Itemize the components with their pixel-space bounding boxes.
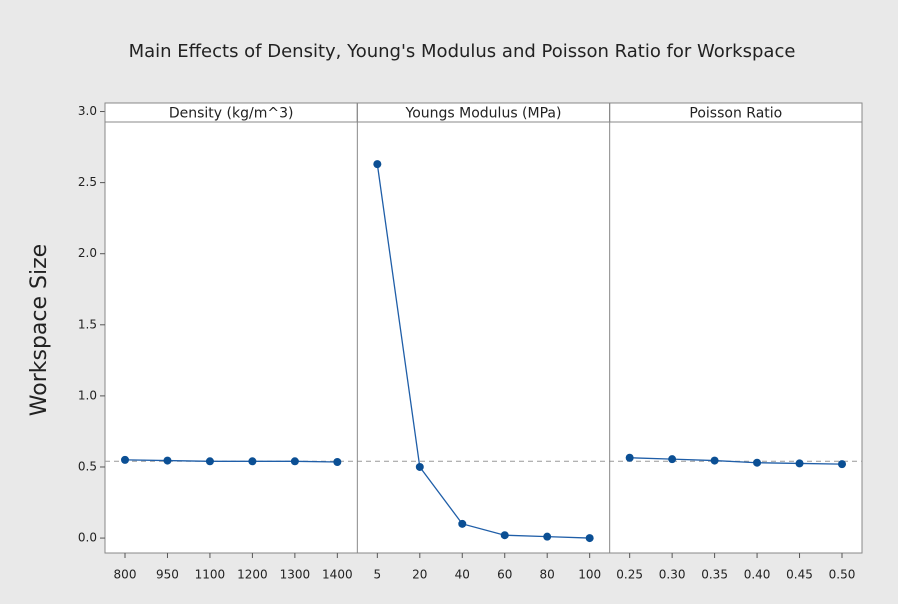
data-point xyxy=(710,456,719,465)
data-point xyxy=(290,457,299,466)
data-point xyxy=(415,462,424,471)
x-tick-label: 0.50 xyxy=(829,568,856,582)
data-point xyxy=(121,455,129,464)
data-point xyxy=(205,457,214,466)
panel-title: Density (kg/m^3) xyxy=(169,106,294,122)
y-axis-label: Workspace Size xyxy=(27,244,52,416)
data-point xyxy=(795,459,804,468)
y-tick-label: 0.5 xyxy=(78,459,97,473)
panel-title: Poisson Ratio xyxy=(689,106,782,122)
data-point xyxy=(333,458,342,467)
x-tick-label: 1300 xyxy=(280,568,311,582)
x-tick-label: 0.45 xyxy=(786,568,813,582)
data-point xyxy=(458,519,467,528)
series-line xyxy=(629,457,843,465)
x-tick-label: 950 xyxy=(156,568,179,582)
series-line xyxy=(124,459,338,463)
y-tick-label: 1.0 xyxy=(78,388,97,402)
x-tick-label: 100 xyxy=(578,568,601,582)
x-tick-label: 0.25 xyxy=(616,568,643,582)
x-tick-label: 1400 xyxy=(322,568,353,582)
y-tick-label: 2.5 xyxy=(78,175,97,189)
data-point xyxy=(668,455,677,464)
data-point xyxy=(838,460,846,469)
plot-area xyxy=(104,102,863,554)
x-tick-label: 5 xyxy=(374,568,382,582)
x-tick-label: 20 xyxy=(412,568,427,582)
x-tick-label: 0.40 xyxy=(744,568,771,582)
x-tick-label: 80 xyxy=(540,568,555,582)
data-point xyxy=(585,534,594,543)
data-point xyxy=(625,453,634,462)
y-tick-label: 2.0 xyxy=(78,246,97,260)
x-tick-label: 0.35 xyxy=(701,568,728,582)
panel-title: Youngs Modulus (MPa) xyxy=(405,106,562,122)
chart-title: Main Effects of Density, Young's Modulus… xyxy=(129,41,796,62)
x-tick-label: 1100 xyxy=(195,568,226,582)
y-tick-label: 1.5 xyxy=(78,317,97,331)
data-point xyxy=(373,160,382,169)
x-tick-label: 60 xyxy=(497,568,512,582)
x-tick-label: 800 xyxy=(114,568,137,582)
x-tick-label: 0.30 xyxy=(659,568,686,582)
y-tick-label: 0.0 xyxy=(78,531,97,545)
y-tick-label: 3.0 xyxy=(78,104,97,118)
data-point xyxy=(163,456,172,465)
series-line xyxy=(376,164,590,539)
x-tick-label: 1200 xyxy=(237,568,268,582)
data-point xyxy=(753,458,762,467)
data-point xyxy=(248,457,257,466)
data-point xyxy=(500,531,509,540)
data-point xyxy=(543,532,552,541)
x-tick-label: 40 xyxy=(455,568,470,582)
